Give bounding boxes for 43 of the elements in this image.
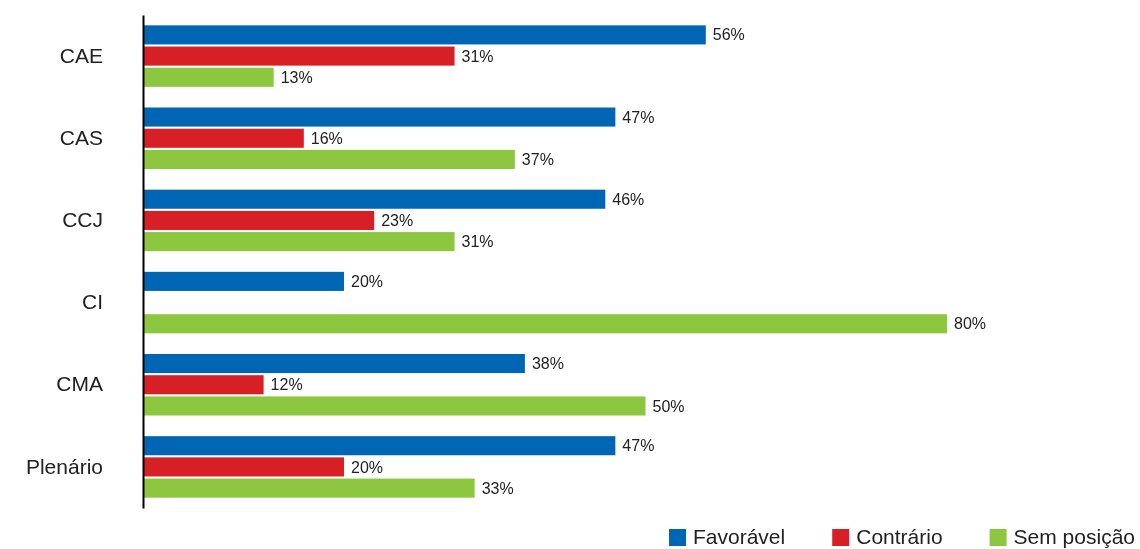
- bar: [143, 128, 304, 148]
- bar: [143, 314, 947, 334]
- bar: [143, 46, 455, 66]
- bar: [143, 271, 344, 291]
- data-label: 37%: [521, 151, 554, 169]
- y-tick-label: CAE: [59, 43, 103, 67]
- y-tick-label: CMA: [56, 372, 103, 396]
- bar: [143, 396, 646, 416]
- data-label: 46%: [612, 190, 645, 208]
- bar: [143, 375, 264, 395]
- data-label: 47%: [622, 108, 655, 126]
- data-label: 47%: [622, 437, 655, 455]
- data-label: 23%: [381, 212, 414, 230]
- y-tick-label: CAS: [59, 125, 103, 149]
- bar: [143, 457, 344, 477]
- data-label: 20%: [351, 458, 384, 476]
- bar: [143, 232, 455, 252]
- bar: [143, 354, 525, 374]
- y-tick-label: CCJ: [62, 208, 103, 232]
- data-label: 33%: [481, 479, 514, 497]
- data-label: 50%: [652, 397, 685, 415]
- y-tick-label: CI: [82, 290, 103, 314]
- data-label: 31%: [461, 233, 494, 251]
- bar: [143, 189, 606, 209]
- data-label: 13%: [280, 68, 313, 86]
- data-label: 80%: [954, 315, 987, 333]
- y-tick-label: Plenário: [25, 454, 103, 478]
- data-label: 56%: [712, 26, 745, 44]
- bar: [143, 25, 706, 45]
- bar: [143, 149, 515, 169]
- data-label: 16%: [310, 129, 343, 147]
- legend-label: Favorável: [693, 525, 786, 549]
- data-label: 31%: [461, 47, 494, 65]
- bar: [143, 436, 616, 456]
- bar: [143, 67, 274, 87]
- bar: [143, 107, 616, 127]
- legend-label: Contrário: [856, 525, 943, 549]
- bar: [143, 478, 475, 498]
- data-label: 20%: [351, 272, 384, 290]
- legend-label: Sem posição: [1013, 525, 1135, 549]
- bar: [143, 210, 375, 230]
- data-label: 12%: [270, 376, 303, 394]
- data-label: 38%: [531, 355, 564, 373]
